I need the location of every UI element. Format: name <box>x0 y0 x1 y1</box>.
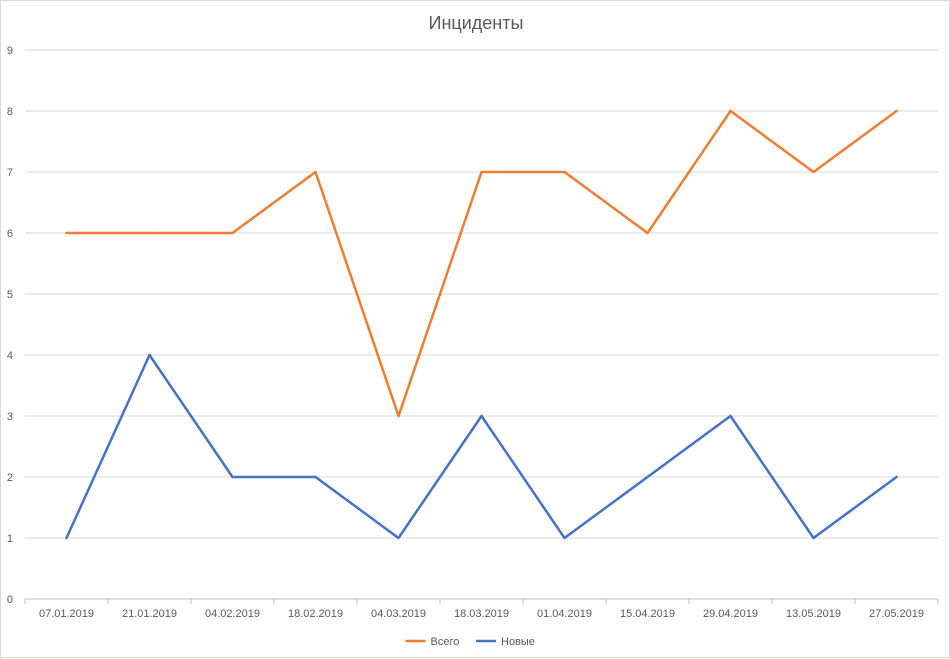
y-tick-label: 7 <box>7 167 13 179</box>
y-tick-label: 4 <box>7 350 13 362</box>
x-tick-label: 13.05.2019 <box>786 608 841 620</box>
data-point <box>895 475 898 479</box>
x-tick-label: 18.03.2019 <box>454 608 509 620</box>
y-tick-label: 3 <box>7 411 13 423</box>
data-point <box>397 536 400 540</box>
data-point <box>563 170 566 174</box>
data-point <box>812 170 815 174</box>
data-point <box>231 231 234 235</box>
x-tick-label: 27.05.2019 <box>869 608 924 620</box>
series-line-2 <box>65 353 898 540</box>
series-line-1 <box>65 109 898 418</box>
data-point <box>231 475 234 479</box>
data-point <box>65 536 68 540</box>
data-point <box>314 170 317 174</box>
legend-label: Новые <box>501 636 535 648</box>
data-point <box>729 414 732 418</box>
y-tick-label: 2 <box>7 472 13 484</box>
chart-title: Инциденты <box>428 13 524 33</box>
data-point <box>480 170 483 174</box>
data-point <box>148 231 151 235</box>
data-point <box>895 109 898 113</box>
x-tick-label: 07.01.2019 <box>39 608 94 620</box>
x-tick-label: 29.04.2019 <box>703 608 758 620</box>
x-tick-label: 21.01.2019 <box>122 608 177 620</box>
data-point <box>480 414 483 418</box>
x-tick-label: 04.02.2019 <box>205 608 260 620</box>
data-point <box>646 231 649 235</box>
data-point <box>65 231 68 235</box>
data-point <box>729 109 732 113</box>
x-tick-label: 18.02.2019 <box>288 608 343 620</box>
y-tick-label: 8 <box>7 106 13 118</box>
data-point <box>563 536 566 540</box>
y-tick-label: 5 <box>7 289 13 301</box>
data-point <box>646 475 649 479</box>
x-tick-label: 04.03.2019 <box>371 608 426 620</box>
y-tick-label: 0 <box>7 594 13 606</box>
x-tick-label: 01.04.2019 <box>537 608 592 620</box>
data-point <box>812 536 815 540</box>
y-tick-label: 6 <box>7 228 13 240</box>
data-point <box>397 414 400 418</box>
x-tick-label: 15.04.2019 <box>620 608 675 620</box>
legend-label: Всего <box>431 636 460 648</box>
y-tick-label: 1 <box>7 533 13 545</box>
data-point <box>314 475 317 479</box>
data-point <box>148 353 151 357</box>
y-tick-label: 9 <box>7 45 13 57</box>
